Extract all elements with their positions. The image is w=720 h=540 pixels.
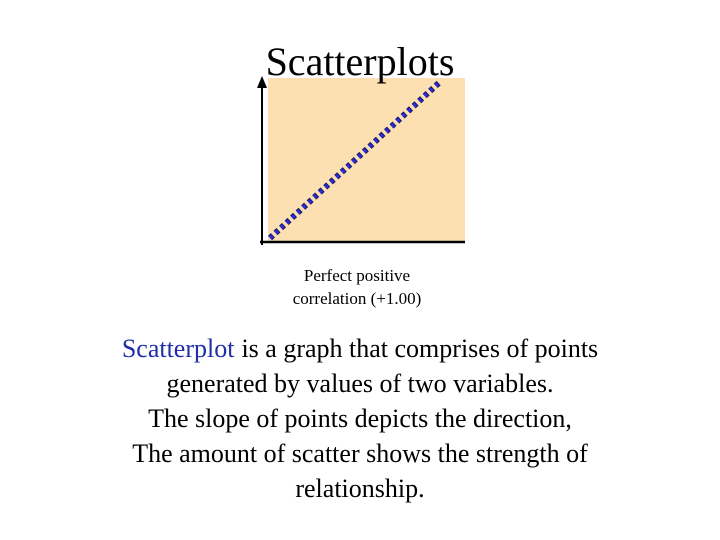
slide-title: Scatterplots bbox=[265, 39, 455, 84]
points bbox=[268, 79, 443, 240]
term: Scatterplot bbox=[121, 334, 235, 363]
body-line: The slope of points depicts the directio… bbox=[148, 404, 572, 433]
body-line: Scatterplot is a graph that comprises of … bbox=[0, 331, 720, 366]
caption-line: correlation (+1.00) bbox=[292, 289, 422, 308]
body-line: generated by values of two variables. bbox=[166, 369, 554, 398]
y-axis-arrow bbox=[257, 76, 267, 88]
body-text: is a graph that comprises of points bbox=[241, 334, 599, 363]
caption-line: Perfect positive bbox=[303, 266, 411, 285]
plot-area bbox=[268, 78, 465, 242]
body-line: The amount of scatter shows the strength… bbox=[132, 439, 588, 468]
body-line: relationship. bbox=[295, 474, 425, 503]
